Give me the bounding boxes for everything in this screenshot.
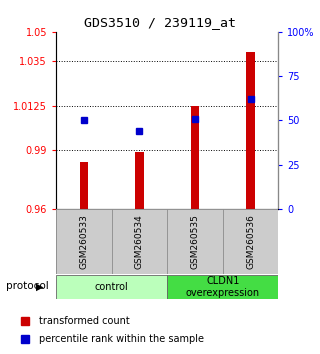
- Bar: [80, 162, 88, 209]
- Text: transformed count: transformed count: [39, 316, 130, 326]
- Bar: [56, 275, 167, 299]
- Bar: [246, 52, 255, 209]
- Text: GSM260533: GSM260533: [79, 214, 88, 269]
- Bar: [167, 275, 278, 299]
- Text: ▶: ▶: [36, 281, 44, 291]
- Text: GDS3510 / 239119_at: GDS3510 / 239119_at: [84, 16, 236, 29]
- Text: GSM260534: GSM260534: [135, 214, 144, 269]
- Bar: [135, 152, 144, 209]
- Text: control: control: [95, 282, 128, 292]
- Bar: [191, 105, 199, 209]
- Text: percentile rank within the sample: percentile rank within the sample: [39, 334, 204, 344]
- Text: GSM260535: GSM260535: [190, 214, 199, 269]
- Text: CLDN1
overexpression: CLDN1 overexpression: [186, 276, 260, 298]
- Bar: [223, 209, 278, 274]
- Bar: [56, 209, 112, 274]
- Text: protocol: protocol: [6, 281, 49, 291]
- Bar: [112, 209, 167, 274]
- Text: GSM260536: GSM260536: [246, 214, 255, 269]
- Bar: [167, 209, 223, 274]
